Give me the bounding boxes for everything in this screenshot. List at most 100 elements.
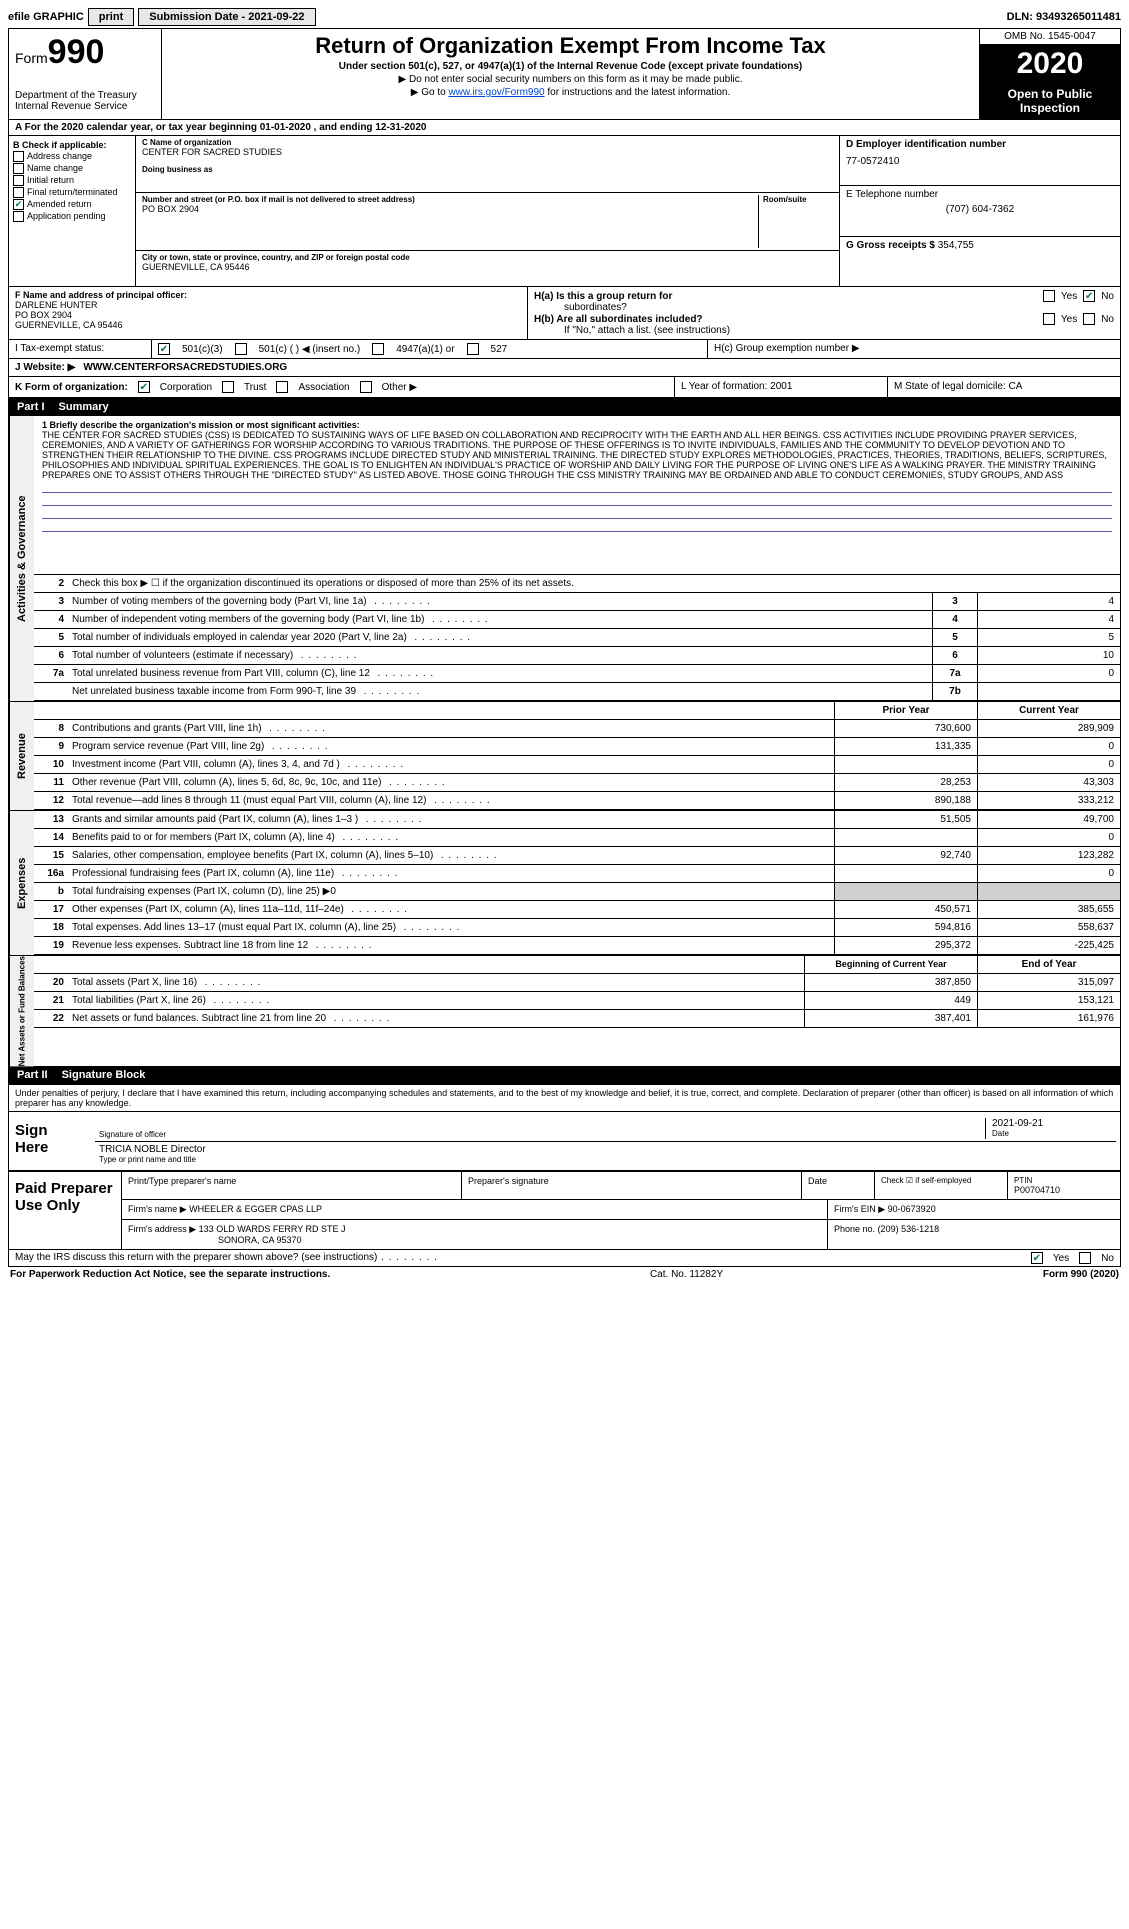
phone-label: E Telephone number [846, 189, 1114, 200]
discuss-yes-checkbox[interactable]: ✔ [1031, 1252, 1043, 1264]
check-initial-return[interactable]: Initial return [13, 175, 131, 186]
check-b-label: B Check if applicable: [13, 140, 131, 150]
exp-line-14: 14Benefits paid to or for members (Part … [34, 829, 1120, 847]
exp-line-16a: 16aProfessional fundraising fees (Part I… [34, 865, 1120, 883]
efile-label: efile GRAPHIC [8, 11, 84, 23]
preparer-name-label: Print/Type preparer's name [122, 1172, 462, 1199]
opt-trust: Trust [244, 382, 266, 393]
check-application-pending[interactable]: Application pending [13, 211, 131, 222]
line-2: 2 Check this box ▶ ☐ if the organization… [34, 575, 1120, 593]
phone-cell: E Telephone number (707) 604-7362 [840, 186, 1120, 236]
rev-header-row: Prior Year Current Year [34, 702, 1120, 720]
line1-label: 1 Briefly describe the organization's mi… [42, 420, 360, 430]
firm-name-label: Firm's name ▶ [128, 1204, 187, 1214]
form-org-row: K Form of organization: ✔Corporation Tru… [9, 377, 1120, 398]
discuss-no: No [1101, 1253, 1114, 1264]
hb-no-checkbox[interactable] [1083, 313, 1095, 325]
header-mid: Return of Organization Exempt From Incom… [162, 29, 980, 119]
other-checkbox[interactable] [360, 381, 372, 393]
opt-527: 527 [491, 344, 508, 355]
revenue-section: Revenue Prior Year Current Year 8Contrib… [9, 702, 1120, 811]
check-address-change[interactable]: Address change [13, 151, 131, 162]
501c3-checkbox[interactable]: ✔ [158, 343, 170, 355]
firm-ein: 90-0673920 [888, 1204, 936, 1214]
gov-line-5: 5Total number of individuals employed in… [34, 629, 1120, 647]
prior-year-header: Prior Year [834, 702, 977, 719]
netassets-section: Net Assets or Fund Balances Beginning of… [9, 956, 1120, 1066]
ha-yes-checkbox[interactable] [1043, 290, 1055, 302]
submission-date-button[interactable]: Submission Date - 2021-09-22 [138, 8, 315, 26]
sub3-pre: Go to [421, 87, 448, 98]
net-header-row: Beginning of Current Year End of Year [34, 956, 1120, 974]
entity-info-row: B Check if applicable: Address changeNam… [9, 136, 1120, 287]
gov-line-7a: 7aTotal unrelated business revenue from … [34, 665, 1120, 683]
4947-checkbox[interactable] [372, 343, 384, 355]
street-address: PO BOX 2904 [142, 204, 754, 214]
501c-checkbox[interactable] [235, 343, 247, 355]
officer-name: DARLENE HUNTER [15, 300, 521, 310]
yes-label-2: Yes [1061, 314, 1077, 325]
opt-4947: 4947(a)(1) or [396, 344, 454, 355]
net-line-21: 21Total liabilities (Part X, line 26)449… [34, 992, 1120, 1010]
city-value: GUERNEVILLE, CA 95446 [142, 262, 833, 272]
form-container: Form990 Department of the Treasury Inter… [8, 28, 1121, 1085]
form-number: 990 [48, 33, 105, 71]
firm-addr-label: Firm's address ▶ [128, 1224, 196, 1234]
header-right: OMB No. 1545-0047 2020 Open to Public In… [980, 29, 1120, 119]
preparer-sig-label: Preparer's signature [462, 1172, 802, 1199]
rev-line-12: 12Total revenue—add lines 8 through 11 (… [34, 792, 1120, 810]
print-button[interactable]: print [88, 8, 134, 26]
net-line-22: 22Net assets or fund balances. Subtract … [34, 1010, 1120, 1028]
check-name-change[interactable]: Name change [13, 163, 131, 174]
tax-year: 2020 [980, 45, 1120, 83]
hb-yes-checkbox[interactable] [1043, 313, 1055, 325]
expenses-tab: Expenses [9, 811, 34, 955]
form-org-options: K Form of organization: ✔Corporation Tru… [9, 377, 675, 397]
city-label: City or town, state or province, country… [142, 253, 833, 262]
gov-line-7b: Net unrelated business taxable income fr… [34, 683, 1120, 701]
paid-preparer-block: Paid Preparer Use Only Print/Type prepar… [9, 1171, 1120, 1249]
group-return-cell: H(a) Is this a group return for Yes ✔No … [528, 287, 1120, 339]
assoc-checkbox[interactable] [276, 381, 288, 393]
corp-checkbox[interactable]: ✔ [138, 381, 150, 393]
officer-label: F Name and address of principal officer: [15, 290, 521, 300]
rev-line-8: 8Contributions and grants (Part VIII, li… [34, 720, 1120, 738]
gross-value: 354,755 [938, 240, 974, 251]
preparer-date-label: Date [802, 1172, 875, 1199]
check-final-return-terminated[interactable]: Final return/terminated [13, 187, 131, 198]
room-label: Room/suite [763, 195, 833, 204]
website-row: J Website: ▶ WWW.CENTERFORSACREDSTUDIES.… [9, 359, 1120, 377]
sig-date-label: Date [992, 1129, 1009, 1138]
omb-number: OMB No. 1545-0047 [980, 29, 1120, 45]
ha-no-checkbox[interactable]: ✔ [1083, 290, 1095, 302]
firm-phone-label: Phone no. [834, 1224, 875, 1234]
form-header: Form990 Department of the Treasury Inter… [9, 29, 1120, 120]
trust-checkbox[interactable] [222, 381, 234, 393]
527-checkbox[interactable] [467, 343, 479, 355]
subtitle-2: Do not enter social security numbers on … [168, 74, 973, 85]
org-name-cell: C Name of organization CENTER FOR SACRED… [136, 136, 839, 193]
firm-ein-label: Firm's EIN ▶ [834, 1204, 885, 1214]
officer-name-title: TRICIA NOBLE Director [99, 1144, 1112, 1155]
sig-date-value: 2021-09-21 [992, 1118, 1112, 1129]
check-amended-return[interactable]: ✔Amended return [13, 199, 131, 210]
opt-other: Other ▶ [382, 382, 417, 393]
name-address-col: C Name of organization CENTER FOR SACRED… [136, 136, 840, 286]
year-formation: L Year of formation: 2001 [675, 377, 888, 397]
form-word: Form [15, 50, 48, 66]
dept-label: Department of the Treasury Internal Reve… [15, 90, 155, 112]
check-applicable-col: B Check if applicable: Address changeNam… [9, 136, 136, 286]
gross-cell: G Gross receipts $ 354,755 [840, 237, 1120, 286]
name-title-label: Type or print name and title [99, 1155, 196, 1164]
opt-501c3: 501(c)(3) [182, 344, 223, 355]
gov-line-4: 4Number of independent voting members of… [34, 611, 1120, 629]
officer-group-row: F Name and address of principal officer:… [9, 287, 1120, 340]
org-name-label: C Name of organization [142, 138, 833, 147]
discuss-no-checkbox[interactable] [1079, 1252, 1091, 1264]
form990-link[interactable]: www.irs.gov/Form990 [448, 87, 544, 98]
hc-cell: H(c) Group exemption number ▶ [708, 340, 1120, 358]
gross-label: G Gross receipts $ [846, 240, 935, 251]
ein-phone-col: D Employer identification number 77-0572… [840, 136, 1120, 286]
hb-label: H(b) Are all subordinates included? [534, 314, 703, 325]
no-label-2: No [1101, 314, 1114, 325]
